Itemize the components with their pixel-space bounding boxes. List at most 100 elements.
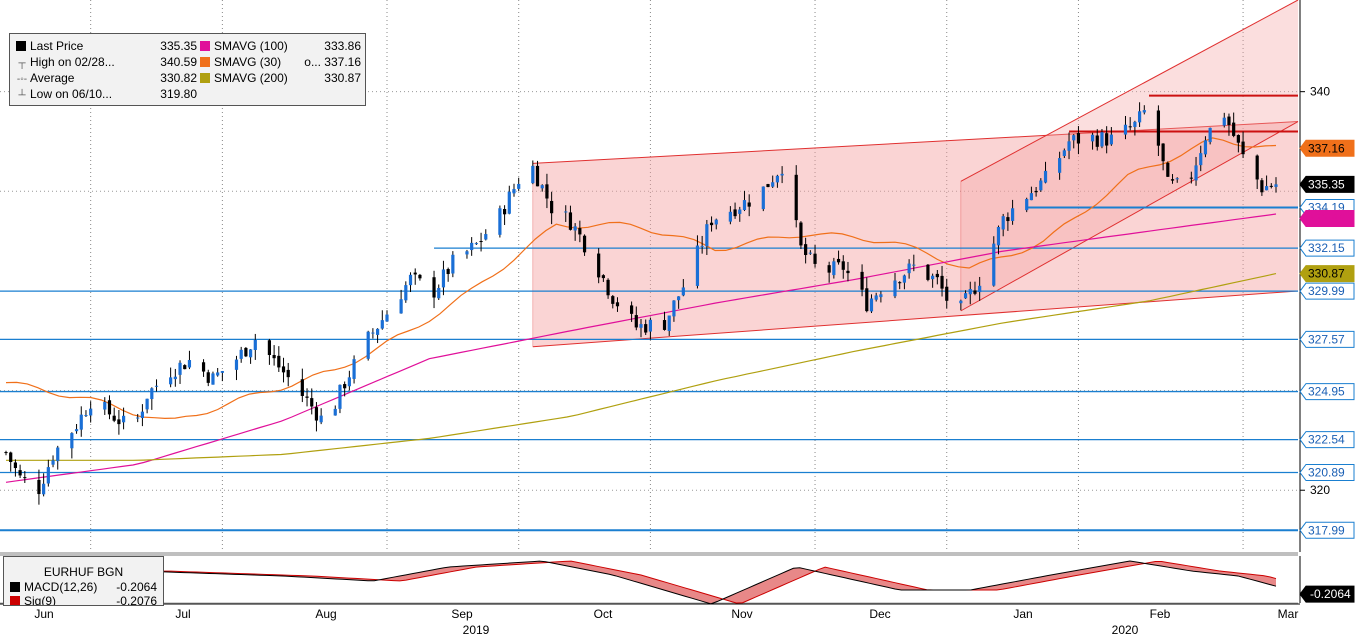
candle-body [766, 184, 770, 188]
candle-body [780, 173, 784, 176]
signal-line [6, 560, 1277, 604]
candle-body [1232, 122, 1236, 136]
price-tick-label: 320 [1310, 483, 1330, 497]
sma-line-30 [5, 137, 1277, 420]
candle-body [898, 282, 902, 284]
candle-body [1260, 180, 1264, 193]
macd-panel-plot: -0.2064 [0, 552, 1355, 605]
candle-body [1043, 170, 1048, 183]
price-tag-box [1299, 521, 1355, 539]
candle-body [611, 296, 615, 304]
candle-body [728, 211, 732, 222]
price-tag-label: 337.16 [1308, 141, 1345, 155]
month-label: Jul [175, 607, 190, 621]
candle-body [808, 252, 812, 254]
candle-body [89, 408, 93, 416]
price-tag: 332.15 [1299, 239, 1355, 257]
candle-body [517, 183, 521, 189]
candle-body [639, 324, 643, 328]
candle-body [1006, 217, 1010, 222]
macd-histogram-fill [6, 561, 1276, 604]
candle-body [281, 366, 286, 373]
macd-swatch-icon [10, 582, 20, 592]
month-label: Feb [1150, 607, 1171, 621]
price-tag: 333.86 [1299, 209, 1355, 227]
candle-body [1137, 111, 1142, 123]
legend-row-sma100: SMAVG (100) 333.86 [200, 38, 365, 54]
candle-body [1264, 186, 1269, 191]
price-axis: 320340337.16335.35334.19333.86332.15330.… [1299, 0, 1355, 552]
candle-body [267, 340, 272, 356]
candle-body [418, 274, 422, 279]
candle-body [926, 264, 930, 280]
candle-body [573, 226, 577, 231]
candle-body [615, 302, 620, 307]
legend-row-low: ┴ Low on 06/10... 319.80 [16, 86, 201, 102]
price-tick-label: 340 [1310, 85, 1330, 99]
macd-label: MACD(12,26) [24, 580, 98, 594]
candle-body [169, 377, 173, 385]
channel-lower-line [532, 290, 1299, 348]
candle-body [413, 272, 417, 275]
candle-body [606, 279, 610, 296]
candle-body [568, 212, 573, 230]
legend-label: High on 02/28... [30, 55, 115, 69]
candle-body [474, 243, 478, 245]
legend-value: 340.59 [160, 55, 197, 69]
candle-body [629, 305, 634, 314]
legend-value: 330.87 [324, 71, 361, 85]
candle-body [479, 241, 483, 243]
legend-row-sma200: SMAVG (200) 330.87 [200, 70, 365, 86]
channel-upper-line [960, 0, 1299, 182]
month-label: Nov [731, 607, 752, 621]
candle-body [931, 275, 935, 280]
candle-body [1095, 135, 1099, 147]
candle-body [432, 277, 436, 298]
candle-body [893, 280, 897, 297]
price-tag-box [1299, 175, 1355, 193]
candle-body [860, 271, 864, 290]
candle-body [738, 209, 742, 214]
candle-body [545, 184, 549, 199]
candle-body [1029, 193, 1034, 201]
candle-body [1269, 185, 1273, 187]
sma-line-200 [6, 273, 1277, 461]
candle-body [42, 483, 46, 495]
candle-body [1105, 133, 1109, 146]
candle-body [601, 275, 605, 279]
legend-value: 335.35 [160, 39, 197, 53]
candle-body [121, 415, 126, 423]
low-marker-icon: ┴ [18, 90, 26, 101]
sma100-swatch-icon [200, 41, 210, 51]
candle-body [550, 200, 554, 214]
candle-body [347, 377, 351, 387]
candle-body [1208, 127, 1212, 143]
legend-row-sma30: SMAVG (30) o... 337.16 [200, 54, 365, 70]
legend-label: SMAVG (100) [214, 39, 288, 53]
price-tag-label: 317.99 [1308, 523, 1345, 537]
candle-body [1203, 140, 1208, 155]
candle-body [502, 208, 507, 215]
candle-body [1170, 179, 1175, 181]
price-tag-box [1299, 330, 1355, 348]
candle-body [201, 362, 206, 372]
panel-divider [0, 552, 1298, 556]
candle-body [70, 433, 74, 449]
month-label: Aug [315, 607, 336, 621]
candle-body [187, 360, 192, 368]
candle-body [1001, 216, 1005, 230]
month-label: Dec [869, 607, 890, 621]
candle-body [695, 245, 700, 286]
price-tag: 324.95 [1299, 383, 1355, 401]
candle-body [1175, 178, 1179, 180]
candle-body [1227, 116, 1231, 125]
candle-body [375, 328, 380, 335]
candle-body [277, 355, 281, 368]
candle-body [540, 185, 544, 189]
candle-body [178, 362, 182, 375]
candle-body [902, 275, 907, 283]
candle-body [451, 254, 455, 274]
candle-body [216, 372, 220, 376]
